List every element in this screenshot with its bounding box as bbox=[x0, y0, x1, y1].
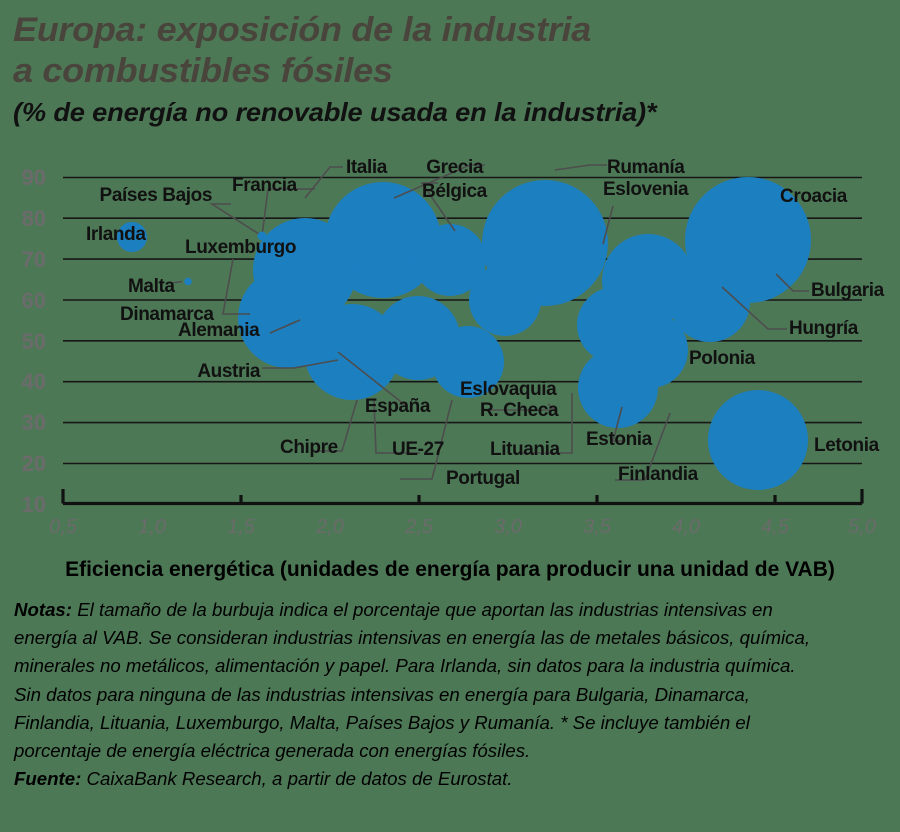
svg-text:España: España bbox=[365, 396, 431, 417]
svg-text:Lituania: Lituania bbox=[490, 439, 560, 460]
svg-text:Malta: Malta bbox=[128, 276, 175, 297]
svg-text:1,0: 1,0 bbox=[138, 516, 166, 538]
svg-text:50: 50 bbox=[22, 329, 46, 354]
svg-text:3,0: 3,0 bbox=[494, 516, 522, 538]
svg-text:Francia: Francia bbox=[232, 175, 298, 196]
svg-text:Estonia: Estonia bbox=[586, 429, 653, 450]
svg-text:10: 10 bbox=[22, 492, 46, 517]
svg-text:Países Bajos: Países Bajos bbox=[100, 185, 212, 206]
svg-text:80: 80 bbox=[22, 206, 46, 231]
svg-text:R. Checa: R. Checa bbox=[480, 400, 559, 421]
svg-text:90: 90 bbox=[22, 165, 46, 190]
svg-text:0,5: 0,5 bbox=[49, 516, 78, 538]
svg-text:1,5: 1,5 bbox=[227, 516, 256, 538]
svg-text:Polonia: Polonia bbox=[689, 348, 756, 369]
svg-text:Letonia: Letonia bbox=[814, 435, 880, 456]
svg-text:Bulgaria: Bulgaria bbox=[811, 280, 885, 301]
svg-text:Italia: Italia bbox=[346, 157, 388, 178]
svg-text:Chipre: Chipre bbox=[280, 437, 338, 458]
svg-text:3,5: 3,5 bbox=[583, 516, 612, 538]
svg-text:2,0: 2,0 bbox=[315, 516, 344, 538]
svg-text:Alemania: Alemania bbox=[178, 320, 260, 341]
svg-text:UE-27: UE-27 bbox=[392, 439, 444, 460]
svg-text:4,5: 4,5 bbox=[761, 516, 790, 538]
svg-text:Hungría: Hungría bbox=[789, 318, 859, 339]
svg-text:Finlandia: Finlandia bbox=[618, 464, 699, 485]
svg-text:Austria: Austria bbox=[197, 361, 260, 382]
svg-text:2,5: 2,5 bbox=[404, 516, 434, 538]
svg-text:Luxemburgo: Luxemburgo bbox=[185, 237, 296, 258]
svg-text:Irlanda: Irlanda bbox=[86, 224, 146, 245]
svg-text:Portugal: Portugal bbox=[446, 468, 520, 489]
svg-text:40: 40 bbox=[22, 369, 46, 394]
svg-text:30: 30 bbox=[22, 410, 46, 435]
svg-text:60: 60 bbox=[22, 288, 46, 313]
svg-text:Bélgica: Bélgica bbox=[422, 181, 488, 202]
svg-text:Eslovaquia: Eslovaquia bbox=[460, 379, 557, 400]
svg-text:5,0: 5,0 bbox=[848, 516, 876, 538]
svg-text:Croacia: Croacia bbox=[780, 186, 848, 207]
svg-text:Grecia: Grecia bbox=[426, 157, 484, 178]
svg-text:Rumanía: Rumanía bbox=[607, 157, 685, 178]
svg-text:70: 70 bbox=[22, 247, 46, 272]
svg-text:4,0: 4,0 bbox=[672, 516, 700, 538]
svg-text:20: 20 bbox=[22, 451, 46, 476]
svg-text:Eslovenia: Eslovenia bbox=[603, 179, 689, 200]
